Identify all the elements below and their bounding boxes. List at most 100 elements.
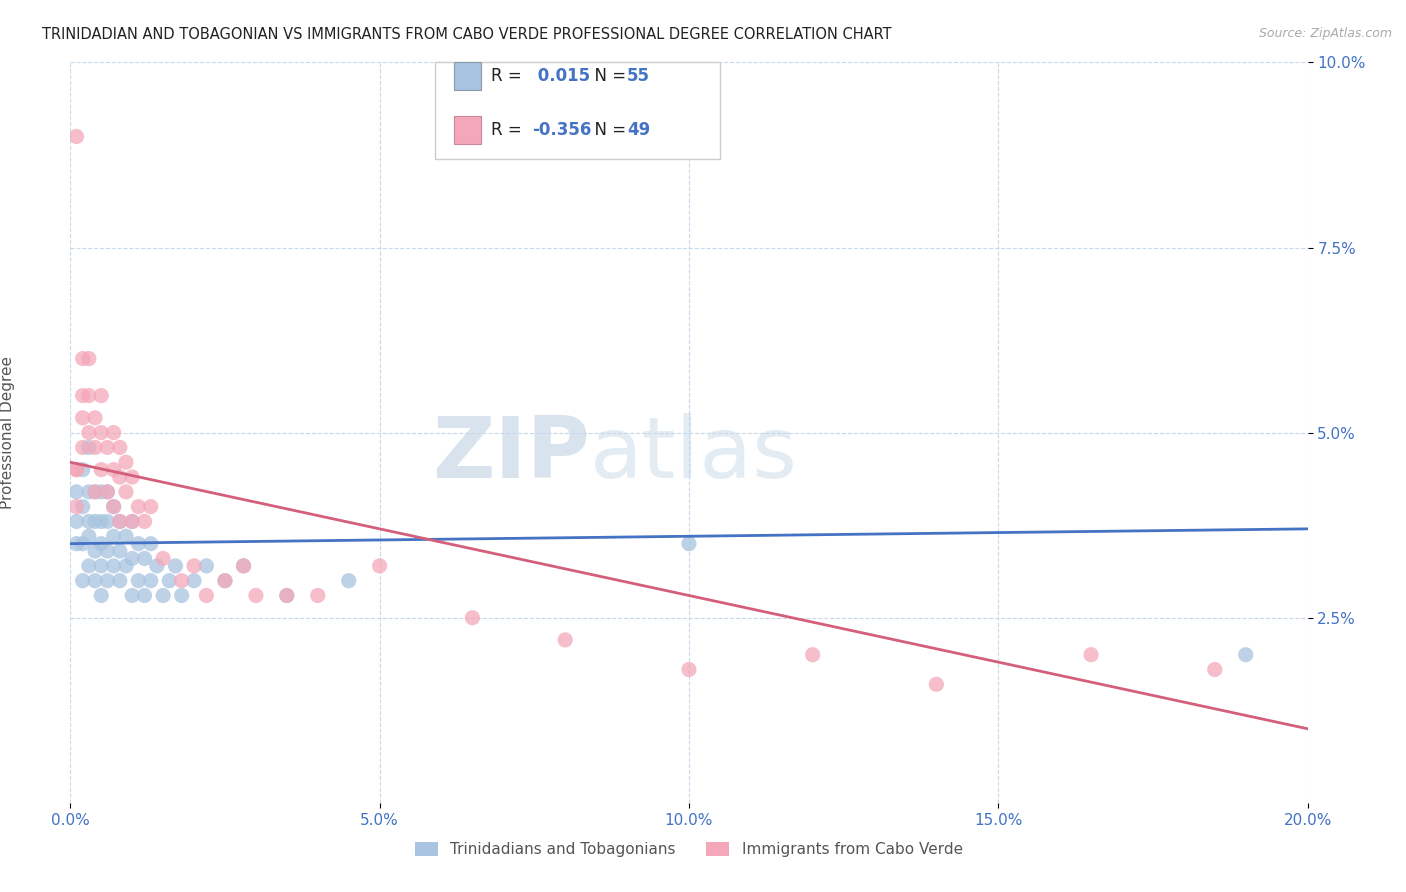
Point: [90, 462, 112, 476]
Point: [103, 558, 125, 573]
FancyBboxPatch shape: [436, 62, 720, 159]
Point: [77, 441, 100, 455]
Point: [96, 484, 118, 499]
Point: [72, 441, 94, 455]
Point: [232, 558, 254, 573]
Point: [65, 462, 87, 476]
Point: [103, 529, 125, 543]
Point: [214, 574, 236, 588]
Point: [170, 589, 193, 603]
Point: [84, 515, 107, 529]
Text: R =: R =: [491, 67, 527, 85]
Point: [108, 441, 131, 455]
Point: [108, 515, 131, 529]
Point: [127, 500, 149, 514]
Point: [77, 351, 100, 366]
Point: [139, 536, 162, 550]
Text: N =: N =: [583, 67, 631, 85]
Point: [84, 484, 107, 499]
Text: TRINIDADIAN AND TOBAGONIAN VS IMMIGRANTS FROM CABO VERDE PROFESSIONAL DEGREE COR: TRINIDADIAN AND TOBAGONIAN VS IMMIGRANTS…: [42, 27, 891, 42]
Point: [84, 484, 107, 499]
Y-axis label: Professional Degree: Professional Degree: [0, 356, 14, 509]
Point: [139, 574, 162, 588]
Text: 49: 49: [627, 120, 651, 139]
Point: [115, 455, 138, 469]
Point: [65, 462, 87, 476]
Point: [146, 558, 169, 573]
Legend: Trinidadians and Tobagonians, Immigrants from Cabo Verde: Trinidadians and Tobagonians, Immigrants…: [411, 837, 967, 862]
Point: [96, 574, 118, 588]
Point: [90, 536, 112, 550]
Point: [90, 484, 112, 499]
Point: [276, 589, 298, 603]
Point: [90, 388, 112, 402]
Point: [96, 544, 118, 558]
Point: [152, 589, 174, 603]
Point: [1080, 648, 1102, 662]
Point: [96, 484, 118, 499]
Point: [139, 500, 162, 514]
Point: [77, 425, 100, 440]
Point: [1234, 648, 1257, 662]
Point: [127, 536, 149, 550]
Point: [307, 589, 329, 603]
Point: [152, 551, 174, 566]
Point: [84, 574, 107, 588]
Point: [925, 677, 948, 691]
Point: [121, 470, 143, 484]
Point: [554, 632, 576, 647]
Point: [103, 425, 125, 440]
Point: [90, 515, 112, 529]
Point: [103, 462, 125, 476]
Text: atlas: atlas: [591, 413, 799, 496]
Point: [65, 484, 87, 499]
Point: [65, 500, 87, 514]
Text: N =: N =: [583, 120, 631, 139]
Point: [77, 529, 100, 543]
Text: 0.015: 0.015: [531, 67, 591, 85]
Point: [65, 129, 87, 144]
Point: [115, 484, 138, 499]
Point: [337, 574, 360, 588]
Point: [77, 388, 100, 402]
Point: [77, 484, 100, 499]
Point: [678, 536, 700, 550]
Point: [801, 648, 824, 662]
Point: [96, 515, 118, 529]
Point: [195, 589, 218, 603]
Point: [461, 610, 484, 624]
Point: [183, 558, 205, 573]
Point: [72, 536, 94, 550]
Point: [195, 558, 218, 573]
Point: [84, 441, 107, 455]
Point: [121, 515, 143, 529]
Point: [157, 574, 180, 588]
Point: [108, 544, 131, 558]
Point: [165, 558, 187, 573]
Point: [121, 551, 143, 566]
Text: Source: ZipAtlas.com: Source: ZipAtlas.com: [1258, 27, 1392, 40]
Point: [90, 589, 112, 603]
Point: [134, 589, 156, 603]
Point: [134, 515, 156, 529]
Point: [108, 515, 131, 529]
Point: [108, 470, 131, 484]
Point: [103, 500, 125, 514]
Text: 55: 55: [627, 67, 650, 85]
Point: [108, 574, 131, 588]
Point: [183, 574, 205, 588]
Point: [127, 574, 149, 588]
Point: [214, 574, 236, 588]
Text: -0.356: -0.356: [531, 120, 591, 139]
Point: [72, 574, 94, 588]
Point: [90, 425, 112, 440]
Point: [72, 388, 94, 402]
Point: [77, 515, 100, 529]
Text: R =: R =: [491, 120, 527, 139]
Point: [121, 515, 143, 529]
Point: [72, 410, 94, 425]
Point: [368, 558, 391, 573]
Point: [84, 410, 107, 425]
Point: [72, 462, 94, 476]
Point: [1204, 663, 1226, 677]
